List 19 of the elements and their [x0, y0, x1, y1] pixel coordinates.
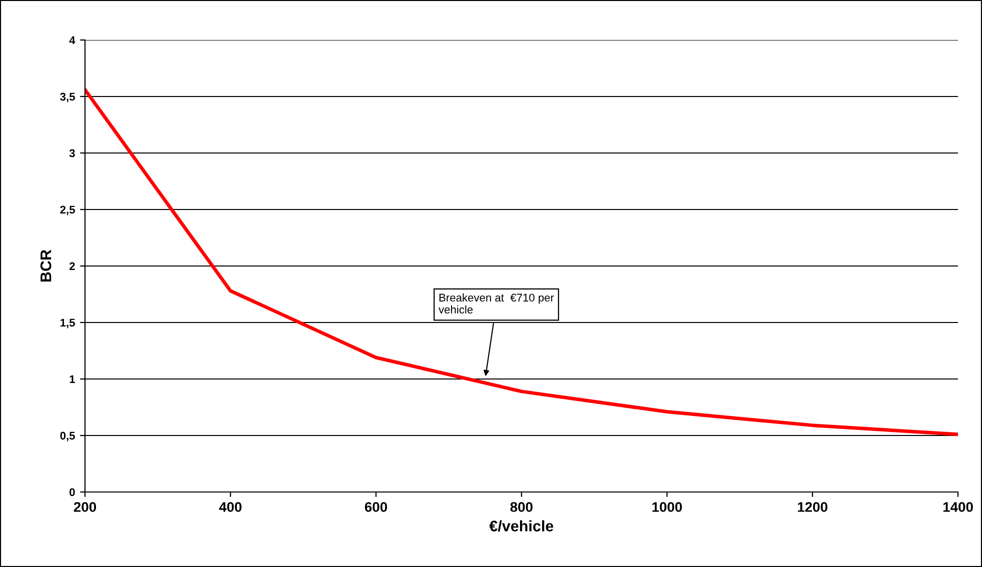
x-tick-label: 1200	[798, 502, 828, 512]
x-tick-label: 400	[219, 502, 242, 512]
x-axis-title: €/vehicle	[489, 520, 554, 532]
y-tick-label: 0,5	[60, 432, 75, 442]
x-tick-label: 1400	[943, 502, 973, 512]
y-tick-label: 4	[69, 36, 76, 44]
y-axis-title: BCR	[40, 250, 52, 282]
y-tick-label: 1	[70, 375, 75, 384]
y-tick-label: 0	[70, 488, 75, 496]
y-tick-label: 2	[69, 262, 75, 270]
annotation: Breakeven at €710 per vehicle	[438, 293, 554, 314]
x-tick-label: 600	[364, 502, 388, 512]
y-tick-label: 2,5	[60, 206, 75, 216]
x-tick-label: 1000	[652, 502, 682, 512]
x-tick-label: 800	[510, 502, 533, 512]
y-tick-label: 3,5	[60, 92, 75, 102]
y-tick-label: 1,5	[60, 318, 75, 328]
y-tick-label: 3	[69, 149, 75, 158]
x-tick-label: 200	[74, 502, 96, 512]
